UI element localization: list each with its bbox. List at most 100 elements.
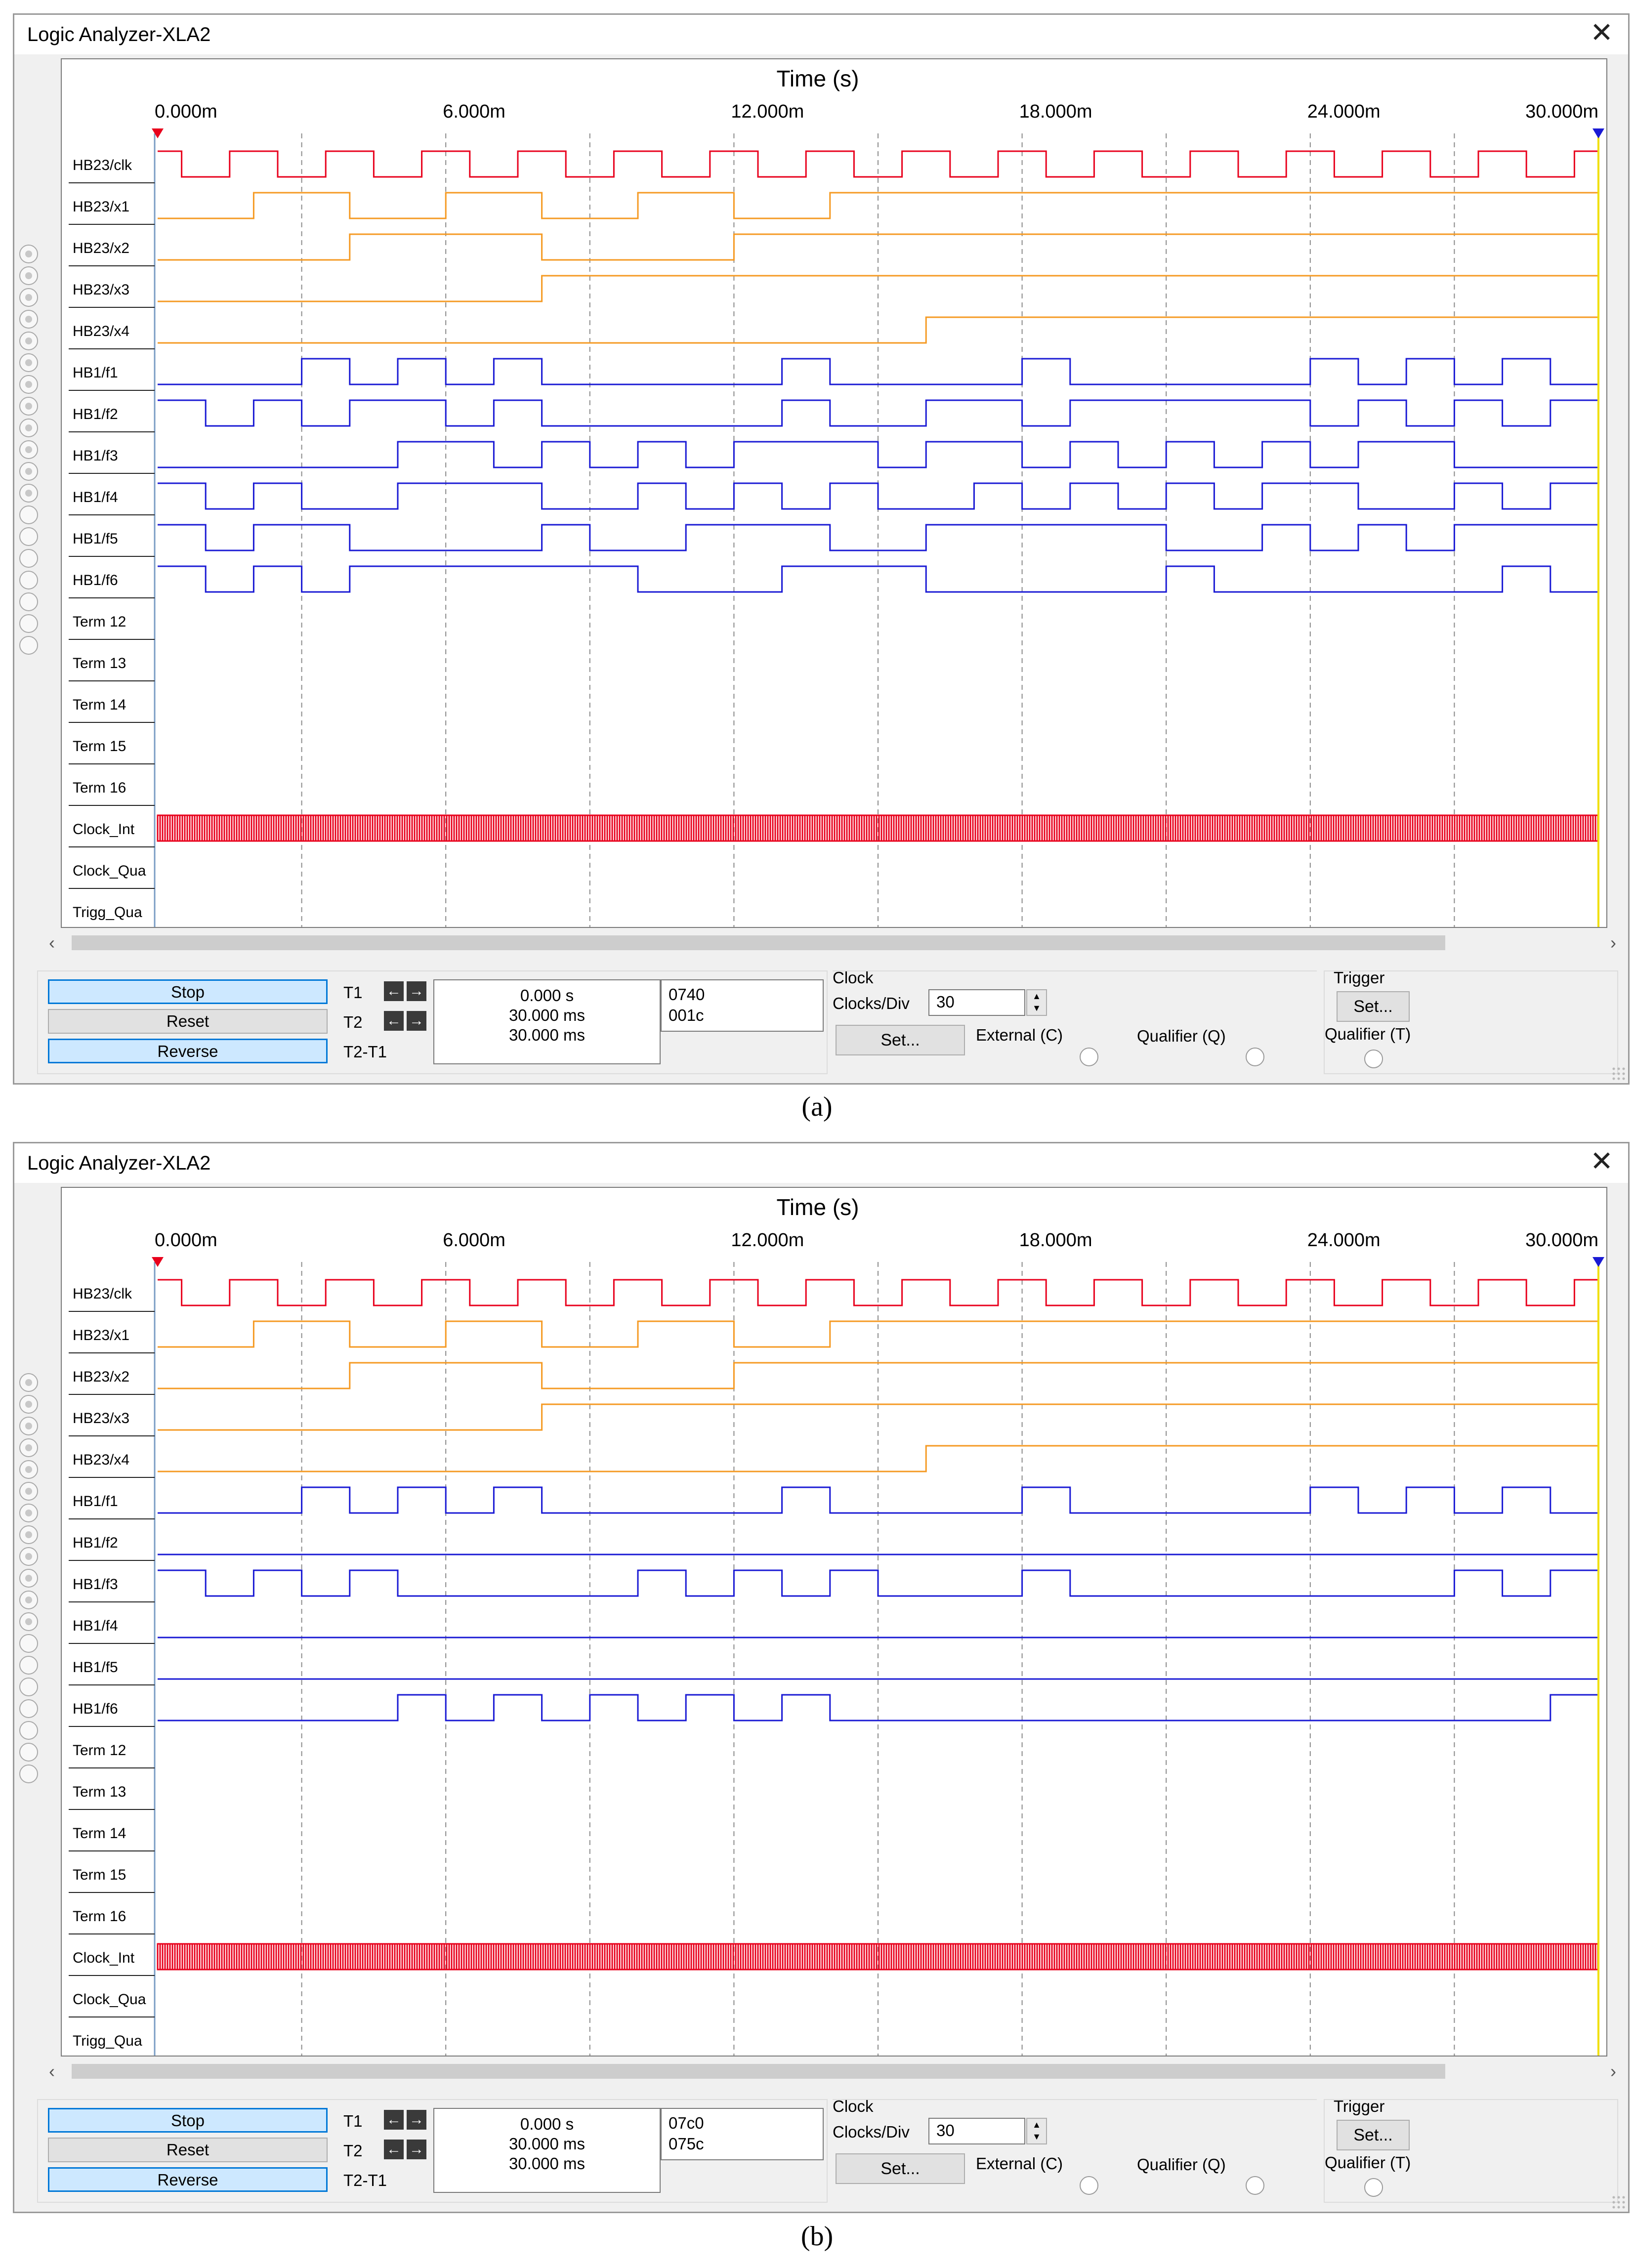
- channel-radio[interactable]: [19, 1460, 38, 1479]
- trigger-group: Trigger Set... Qualifier (T): [1324, 968, 1618, 1074]
- channel-radio[interactable]: [19, 332, 38, 350]
- horizontal-scrollbar[interactable]: ‹ ›: [47, 931, 1618, 954]
- channel-radio[interactable]: [19, 310, 38, 329]
- channel-radio[interactable]: [19, 1764, 38, 1783]
- cursor-t1-marker-icon[interactable]: [152, 1257, 164, 1267]
- channel-radio[interactable]: [19, 440, 38, 459]
- channel-radio[interactable]: [19, 505, 38, 524]
- resize-grip-icon[interactable]: [1611, 1066, 1626, 1081]
- cursor-t2-marker-icon[interactable]: [1592, 128, 1604, 138]
- close-icon[interactable]: ✕: [1590, 1145, 1613, 1176]
- reverse-button[interactable]: Reverse: [48, 1039, 328, 1063]
- channel-radio[interactable]: [19, 245, 38, 263]
- qualifier-q-radio[interactable]: [1246, 2176, 1264, 2195]
- channel-radio-column: [19, 1143, 43, 2212]
- channel-label: HB23/x3: [73, 1410, 129, 1427]
- channel-label: Trigg_Qua: [73, 2033, 142, 2049]
- channel-radio[interactable]: [19, 1699, 38, 1718]
- qualifier-t-label: Qualifier (T): [1325, 1025, 1411, 1043]
- channel-radio[interactable]: [19, 614, 38, 633]
- scroll-right-icon[interactable]: ›: [1610, 2061, 1616, 2081]
- t2-left-arrow-icon[interactable]: ←: [384, 2140, 404, 2159]
- channel-radio[interactable]: [19, 462, 38, 481]
- external-c-radio[interactable]: [1080, 2176, 1098, 2195]
- t1-left-arrow-icon[interactable]: ←: [384, 2110, 404, 2130]
- stop-button[interactable]: Stop: [48, 979, 328, 1004]
- channel-radio[interactable]: [19, 1678, 38, 1696]
- channel-radio[interactable]: [19, 1482, 38, 1501]
- qualifier-t-radio[interactable]: [1364, 2178, 1383, 2197]
- channel-radio[interactable]: [19, 1634, 38, 1653]
- window-title: Logic Analyzer-XLA2: [27, 24, 211, 45]
- trigger-set-button[interactable]: Set...: [1337, 991, 1410, 1022]
- channel-radio-column: [19, 15, 43, 1083]
- clocks-div-input[interactable]: 30: [928, 989, 1025, 1016]
- clocks-div-spinner[interactable]: ▲ ▼: [1026, 989, 1047, 1016]
- reset-button[interactable]: Reset: [48, 1009, 328, 1034]
- cursor-t1-marker-icon[interactable]: [152, 128, 164, 138]
- t2-right-arrow-icon[interactable]: →: [407, 1011, 426, 1031]
- clocks-div-label: Clocks/Div: [833, 994, 910, 1012]
- channel-radio[interactable]: [19, 1721, 38, 1740]
- channel-radio[interactable]: [19, 549, 38, 568]
- clocks-div-spinner[interactable]: ▲ ▼: [1026, 2118, 1047, 2144]
- tick-label: 30.000m: [1525, 101, 1598, 122]
- channel-radio[interactable]: [19, 1438, 38, 1457]
- reverse-button[interactable]: Reverse: [48, 2167, 328, 2192]
- tick-label: 24.000m: [1307, 101, 1381, 122]
- horizontal-scrollbar[interactable]: ‹ ›: [47, 2060, 1618, 2083]
- channel-radio[interactable]: [19, 1612, 38, 1631]
- scroll-thumb[interactable]: [72, 2064, 1445, 2079]
- trigger-set-button[interactable]: Set...: [1337, 2120, 1410, 2150]
- channel-label: Term 14: [73, 697, 126, 713]
- channel-radio[interactable]: [19, 1591, 38, 1609]
- channel-radio[interactable]: [19, 571, 38, 589]
- channel-radio[interactable]: [19, 1656, 38, 1675]
- channel-radio[interactable]: [19, 1373, 38, 1392]
- signal-trace: [158, 399, 1598, 427]
- signal-trace: [158, 358, 1598, 385]
- channel-radio[interactable]: [19, 353, 38, 372]
- channel-radio[interactable]: [19, 592, 38, 611]
- channel-radio[interactable]: [19, 484, 38, 503]
- channel-radio[interactable]: [19, 419, 38, 437]
- channel-radio[interactable]: [19, 375, 38, 394]
- stop-button[interactable]: Stop: [48, 2108, 328, 2133]
- channel-radio[interactable]: [19, 1417, 38, 1435]
- channel-radio[interactable]: [19, 1395, 38, 1414]
- channel-label: HB1/f5: [73, 531, 118, 547]
- channel-radio[interactable]: [19, 636, 38, 655]
- channel-radio[interactable]: [19, 266, 38, 285]
- t1-right-arrow-icon[interactable]: →: [407, 981, 426, 1001]
- resize-grip-icon[interactable]: [1611, 2195, 1626, 2210]
- channel-radio[interactable]: [19, 1743, 38, 1762]
- t2-left-arrow-icon[interactable]: ←: [384, 1011, 404, 1031]
- signal-trace: [158, 1486, 1598, 1514]
- qualifier-t-radio[interactable]: [1364, 1050, 1383, 1068]
- t2-right-arrow-icon[interactable]: →: [407, 2140, 426, 2159]
- close-icon[interactable]: ✕: [1590, 17, 1613, 48]
- channel-radio[interactable]: [19, 288, 38, 307]
- channel-radio[interactable]: [19, 1504, 38, 1522]
- channel-radio[interactable]: [19, 1525, 38, 1544]
- t1-left-arrow-icon[interactable]: ←: [384, 981, 404, 1001]
- clock-set-button[interactable]: Set...: [836, 1025, 965, 1055]
- channel-radio[interactable]: [19, 1569, 38, 1588]
- qualifier-q-radio[interactable]: [1246, 1048, 1264, 1066]
- channel-radio[interactable]: [19, 397, 38, 416]
- channel-radio[interactable]: [19, 527, 38, 546]
- scroll-right-icon[interactable]: ›: [1610, 932, 1616, 953]
- t1-right-arrow-icon[interactable]: →: [407, 2110, 426, 2130]
- channel-label: Term 13: [73, 1784, 126, 1800]
- clock-set-button[interactable]: Set...: [836, 2153, 965, 2184]
- cursor-t2-marker-icon[interactable]: [1592, 1257, 1604, 1267]
- external-c-radio[interactable]: [1080, 1048, 1098, 1066]
- scroll-left-icon[interactable]: ‹: [49, 2061, 55, 2081]
- channel-label: Clock_Qua: [73, 863, 146, 879]
- scroll-thumb[interactable]: [72, 935, 1445, 950]
- channel-radio[interactable]: [19, 1547, 38, 1566]
- reset-button[interactable]: Reset: [48, 2138, 328, 2162]
- scroll-left-icon[interactable]: ‹: [49, 932, 55, 953]
- channel-label: HB1/f3: [73, 448, 118, 464]
- clocks-div-input[interactable]: 30: [928, 2118, 1025, 2144]
